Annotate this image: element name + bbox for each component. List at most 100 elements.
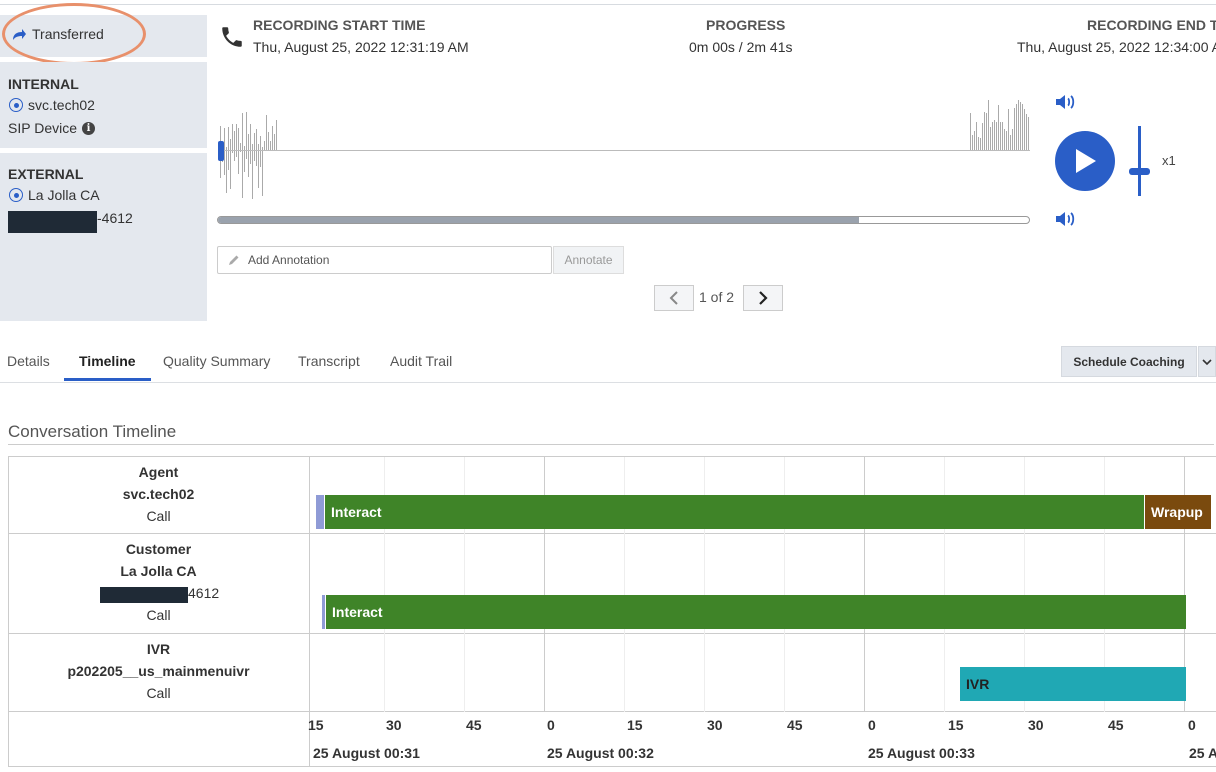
play-button[interactable] [1055, 131, 1115, 191]
agent-interact-segment[interactable]: Interact [325, 495, 1144, 529]
tab-transcript[interactable]: Transcript [298, 353, 360, 369]
progress-value: 0m 00s / 2m 41s [689, 39, 793, 55]
waveform-bar [230, 139, 231, 189]
internal-panel: INTERNAL svc.tech02 SIP Device i [0, 62, 207, 148]
page-indicator: 1 of 2 [699, 289, 735, 305]
internal-user-name: svc.tech02 [28, 97, 95, 113]
annotation-placeholder: Add Annotation [248, 253, 330, 267]
timeline-gridline [784, 457, 785, 712]
waveform-bar [248, 134, 249, 177]
row-label-agent: Agent svc.tech02 Call [8, 461, 309, 527]
waveform-bar [224, 128, 225, 175]
top-divider [0, 4, 1216, 5]
waveform-bar [980, 138, 981, 150]
customer-alert-segment[interactable] [322, 595, 325, 629]
progress-label: PROGRESS [706, 17, 786, 33]
external-panel: EXTERNAL La Jolla CA -4612 [0, 153, 207, 321]
external-name: La Jolla CA [28, 187, 100, 203]
waveform-bar [1022, 104, 1023, 150]
waveform-bar [978, 137, 979, 150]
waveform-bar [972, 135, 973, 150]
timeline-tick-label: 15 [627, 717, 643, 733]
timeline-gridline [1024, 457, 1025, 712]
timeline-date-label: 25 August 00:33 [868, 745, 975, 761]
play-icon [1076, 149, 1096, 173]
next-page-button[interactable] [743, 285, 783, 311]
row-divider [8, 633, 1216, 634]
waveform-bar [1028, 117, 1029, 150]
prev-page-button[interactable] [654, 285, 694, 311]
waveform-bar [264, 141, 265, 150]
info-icon[interactable]: i [82, 121, 95, 135]
speaker-volume-icon[interactable] [1054, 209, 1078, 229]
waveform-bar [236, 124, 237, 157]
row-number: 4612 [8, 582, 309, 604]
waveform-bar [260, 136, 261, 167]
waveform-bar [1014, 108, 1015, 150]
waveform-bar [276, 120, 277, 150]
waveform-bar [1018, 100, 1019, 150]
ivr-segment[interactable]: IVR [960, 667, 1186, 701]
timeline-gridline [544, 457, 545, 712]
waveform-bar [998, 105, 999, 150]
waveform-bar [226, 147, 227, 193]
progress-fill [218, 217, 859, 223]
tab-quality-summary[interactable]: Quality Summary [163, 353, 271, 369]
timeline-gridline [864, 457, 865, 712]
agent-alert-segment[interactable] [316, 495, 324, 529]
external-title: EXTERNAL [8, 166, 84, 182]
timeline-tick-label: 15 [948, 717, 964, 733]
waveform-bar [252, 144, 253, 199]
waveform-bar [228, 127, 229, 170]
waveform-bar [262, 147, 263, 196]
schedule-dropdown-button[interactable] [1198, 346, 1216, 377]
row-divider [8, 711, 1216, 712]
waveform-bar [272, 126, 273, 150]
row-divider [8, 533, 1216, 534]
recording-start-value: Thu, August 25, 2022 12:31:19 AM [253, 39, 469, 55]
waveform-bar [1026, 114, 1027, 150]
waveform-axis [218, 150, 1030, 151]
row-type: Call [146, 685, 171, 701]
external-number-suffix: -4612 [97, 210, 133, 226]
timeline-tick-label: 15 [308, 717, 324, 733]
recording-end-value: Thu, August 25, 2022 12:34:00 AM [1017, 39, 1216, 55]
timeline-tick-label: 30 [1028, 717, 1044, 733]
waveform-bar [254, 133, 255, 161]
annotate-button[interactable]: Annotate [553, 246, 624, 274]
tab-timeline[interactable]: Timeline [79, 353, 136, 369]
waveform-bar [1000, 122, 1001, 150]
speed-slider-knob[interactable] [1129, 168, 1150, 175]
speaker-volume-icon[interactable] [1054, 92, 1078, 112]
waveform-bar [970, 113, 971, 150]
agent-wrapup-segment[interactable]: Wrapup [1145, 495, 1211, 529]
schedule-coaching-button[interactable]: Schedule Coaching [1061, 346, 1197, 377]
timeline-date-label: 25 August 00:31 [313, 745, 420, 761]
timeline-gridline [1184, 457, 1185, 712]
progress-scrubber[interactable] [217, 216, 1030, 224]
timeline-gridline [1104, 457, 1105, 712]
tab-details[interactable]: Details [7, 353, 50, 369]
timeline-gridline [704, 457, 705, 712]
playhead-handle[interactable] [218, 141, 224, 161]
recording-end-label: RECORDING END TIME [1087, 17, 1216, 33]
row-name: La Jolla CA [120, 563, 197, 579]
speed-slider[interactable] [1138, 126, 1141, 196]
waveform-bar [1024, 109, 1025, 150]
waveform[interactable] [218, 96, 1030, 206]
waveform-bar [232, 124, 233, 153]
waveform-bar [240, 143, 241, 152]
annotation-input[interactable]: Add Annotation [217, 246, 552, 274]
tab-audit-trail[interactable]: Audit Trail [390, 353, 453, 369]
waveform-bar [1008, 109, 1009, 150]
timeline-date-label: 25 A [1189, 745, 1216, 761]
waveform-bar [1004, 129, 1005, 150]
row-label-customer: Customer La Jolla CA 4612 Call [8, 538, 309, 626]
customer-interact-segment[interactable]: Interact [326, 595, 1186, 629]
row-name: svc.tech02 [122, 486, 195, 502]
waveform-bar [992, 122, 993, 150]
row-role: Customer [125, 541, 192, 557]
timeline-tick-label: 30 [386, 717, 402, 733]
redacted-number [100, 587, 188, 603]
speed-value: x1 [1162, 153, 1176, 168]
